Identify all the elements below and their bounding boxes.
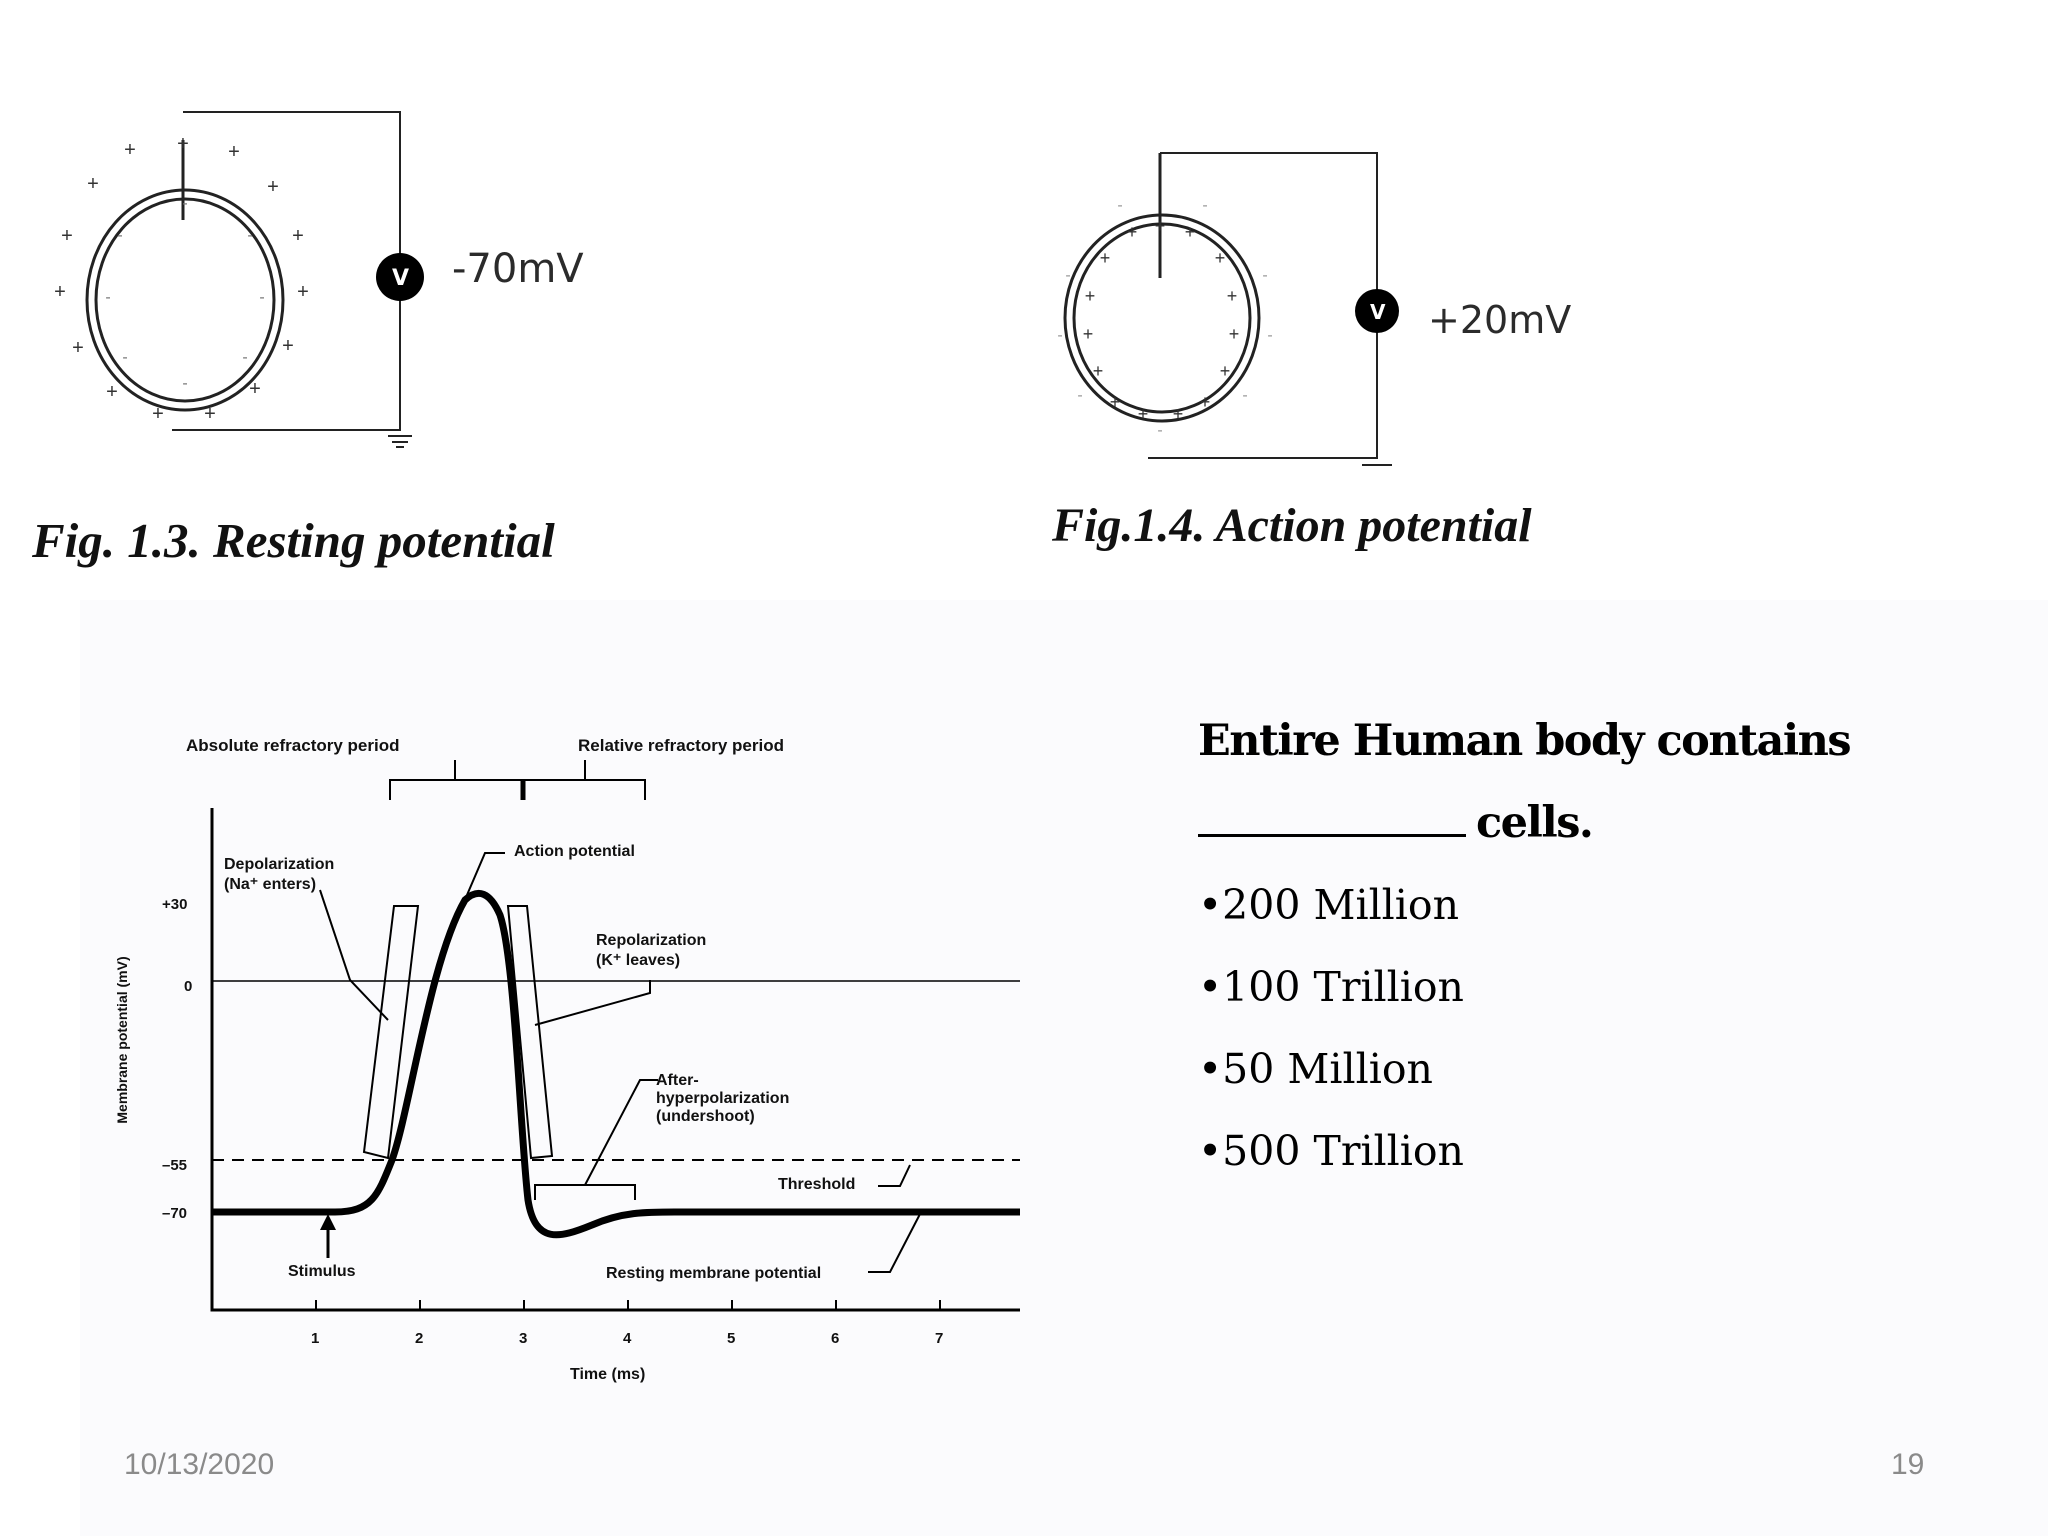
resting-potential-diagram: + + + + + + + + + + + + + + + - - - - - - - - [54,111,424,448]
action-voltage-reading: +20mV [1428,298,1572,342]
svg-text:-: - [1157,422,1162,439]
svg-text:+: + [61,225,73,247]
x-tick-label: 5 [727,1330,736,1347]
svg-text:-: - [1242,387,1247,404]
svg-text:+: + [1220,361,1231,381]
svg-text:+: + [228,141,240,163]
resting-membrane-label: Resting membrane potential [606,1265,822,1282]
svg-text:+: + [292,225,304,247]
svg-text:+: + [1093,361,1104,381]
fig-1-4-caption: Fig.1.4. Action potential [1052,499,1532,552]
action-meter-label: V [1370,300,1386,324]
svg-text:-: - [182,195,187,212]
svg-text:-: - [122,349,127,366]
svg-text:+: + [72,337,84,359]
option-item: •500 Trillion [1198,1127,1464,1175]
afterhyperpolarization-label-1: After- [656,1072,699,1089]
relative-refractory-label: Relative refractory period [578,736,784,755]
svg-text:+: + [1100,248,1111,268]
slide-number: 19 [1891,1448,1925,1481]
action-potential-label: Action potential [514,843,635,860]
svg-text:-: - [182,375,187,392]
svg-text:+: + [204,403,216,425]
svg-text:-: - [1057,327,1062,344]
depolarization-sublabel: (Na⁺ enters) [224,876,317,893]
question-line-1: Entire Human body contains [1198,716,1852,766]
x-tick-label: 7 [935,1330,944,1347]
svg-text:+: + [282,335,294,357]
repolarization-label: Repolarization [596,932,707,949]
svg-text:-: - [247,227,252,244]
svg-text:+: + [1173,404,1184,424]
slide-background [80,600,2048,1536]
afterhyperpolarization-label-3: (undershoot) [656,1108,755,1125]
option-item: •100 Trillion [1198,963,1464,1011]
x-tick-label: 1 [311,1330,320,1347]
afterhyperpolarization-label-2: hyperpolarization [656,1090,790,1107]
question-line-2-text: cells. [1476,798,1594,848]
svg-text:+: + [177,133,189,155]
question-line-2: cells. [1198,782,2018,864]
y-tick-label: 0 [184,978,193,995]
repolarization-sublabel: (K⁺ leaves) [596,952,681,969]
svg-text:+: + [1155,216,1166,236]
graph-axes [210,808,1020,1312]
option-item: •200 Million [1198,881,1459,929]
svg-text:-: - [105,289,110,306]
svg-text:+: + [267,176,279,198]
x-tick-label: 6 [831,1330,840,1347]
action-potential-curve [212,889,1020,1239]
y-tick-label: –55 [162,1157,188,1174]
svg-text:+: + [124,139,136,161]
svg-text:+: + [54,281,66,303]
depolarization-label: Depolarization [224,856,335,873]
svg-text:+: + [1085,286,1096,306]
svg-text:+: + [1229,324,1240,344]
threshold-label: Threshold [778,1176,856,1193]
absolute-refractory-label: Absolute refractory period [186,736,400,755]
svg-text:+: + [1200,392,1211,412]
stimulus-label: Stimulus [288,1263,356,1280]
option-item: •50 Million [1198,1045,1433,1093]
x-tick-label: 2 [415,1330,424,1347]
svg-text:-: - [1065,267,1070,284]
fig-1-3-caption: Fig. 1.3. Resting potential [32,513,555,568]
svg-text:-: - [1262,267,1267,284]
answer-blank [1198,782,1466,837]
svg-text:-: - [1202,197,1207,214]
svg-text:-: - [117,227,122,244]
svg-text:+: + [1138,404,1149,424]
y-tick-label: +30 [162,896,188,913]
svg-text:+: + [1215,248,1226,268]
svg-text:+: + [87,173,99,195]
svg-text:+: + [297,281,309,303]
x-tick-label: 4 [623,1330,632,1347]
svg-text:+: + [1185,222,1196,242]
svg-text:+: + [1127,222,1138,242]
svg-text:-: - [242,349,247,366]
x-axis-label: Time (ms) [570,1366,646,1383]
svg-text:+: + [1083,324,1094,344]
x-tick-label: 3 [519,1330,528,1347]
svg-text:-: - [259,289,264,306]
resting-voltage-reading: -70mV [452,246,584,292]
svg-text:+: + [1227,286,1238,306]
svg-text:+: + [152,403,164,425]
svg-text:-: - [1077,387,1082,404]
svg-text:-: - [1267,327,1272,344]
action-potential-graph [210,760,1020,1312]
svg-text:+: + [249,378,261,400]
action-potential-diagram: + + + + + + + + + + + ++ ++ - -- -- - - -- [1057,152,1399,466]
footer-date: 10/13/2020 [124,1448,275,1481]
svg-text:+: + [106,381,118,403]
svg-text:-: - [1117,197,1122,214]
resting-meter-label: V [392,266,410,291]
y-axis-label: Membrane potential (mV) [114,956,130,1124]
y-tick-label: –70 [162,1205,188,1222]
svg-text:+: + [1110,392,1121,412]
quiz-block: Entire Human body contains cells. •200 M… [1198,700,2018,1192]
